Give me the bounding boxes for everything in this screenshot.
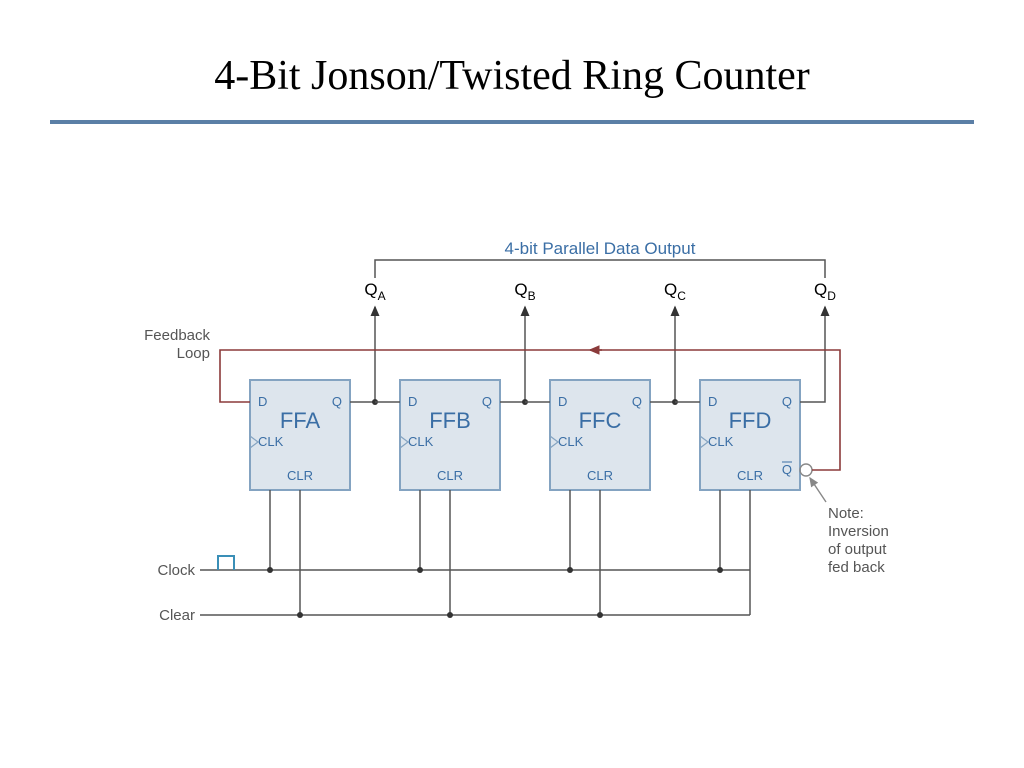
- output-wire-C: [650, 307, 675, 402]
- note-arrow: [810, 478, 826, 502]
- pin-clk: CLK: [558, 434, 584, 449]
- flipflop-name: FFC: [579, 408, 622, 433]
- output-label: QA: [364, 280, 385, 303]
- pin-d: D: [708, 394, 717, 409]
- clock-label: Clock: [157, 562, 195, 579]
- output-label: QD: [814, 280, 836, 303]
- inverter-bubble: [800, 464, 812, 476]
- output-wire-B: [500, 307, 525, 402]
- pin-clr: CLR: [587, 468, 613, 483]
- output-wire-D: [800, 307, 825, 402]
- note-line: Note:: [828, 505, 864, 522]
- flipflop-name: FFA: [280, 408, 321, 433]
- pin-clk: CLK: [408, 434, 434, 449]
- pin-clr: CLR: [287, 468, 313, 483]
- output-wire-A: [350, 307, 375, 402]
- output-label: QB: [514, 280, 535, 303]
- flipflop-name: FFD: [729, 408, 772, 433]
- note-line: fed back: [828, 559, 885, 576]
- pin-clk: CLK: [708, 434, 734, 449]
- pin-q: Q: [782, 394, 792, 409]
- note-line: Inversion: [828, 523, 889, 540]
- circuit-diagram: 4-bit Parallel Data OutputDQCLKCLRFFADQC…: [0, 0, 1024, 768]
- parallel-output-label: 4-bit Parallel Data Output: [505, 239, 696, 258]
- pin-d: D: [558, 394, 567, 409]
- flipflop-name: FFB: [429, 408, 471, 433]
- pin-clr: CLR: [437, 468, 463, 483]
- pin-q: Q: [332, 394, 342, 409]
- clock-pulse-icon: [218, 556, 234, 570]
- pin-clr: CLR: [737, 468, 763, 483]
- clear-label: Clear: [159, 607, 195, 624]
- note-line: of output: [828, 541, 887, 558]
- feedback-label-2: Loop: [177, 345, 210, 362]
- pin-d: D: [408, 394, 417, 409]
- pin-clk: CLK: [258, 434, 284, 449]
- pin-q: Q: [482, 394, 492, 409]
- pin-q: Q: [632, 394, 642, 409]
- pin-d: D: [258, 394, 267, 409]
- output-label: QC: [664, 280, 686, 303]
- pin-qbar: Q: [782, 462, 792, 477]
- feedback-label-1: Feedback: [144, 327, 210, 344]
